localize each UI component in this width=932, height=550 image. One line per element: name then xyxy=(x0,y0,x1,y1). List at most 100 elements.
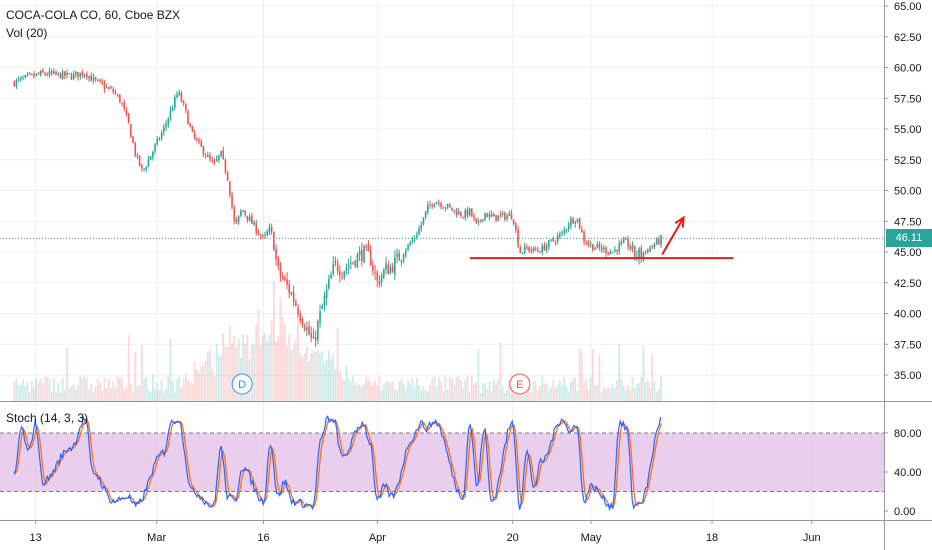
candle-body xyxy=(273,231,275,251)
candle-body xyxy=(319,310,321,323)
volume-bar xyxy=(475,381,478,401)
candle-body xyxy=(609,251,612,255)
volume-bar xyxy=(17,385,20,401)
candle-body xyxy=(396,253,398,257)
last-price-tag: 46.11 xyxy=(886,229,932,248)
candle-body xyxy=(246,215,249,220)
candle-body xyxy=(519,247,522,254)
candle-body xyxy=(345,267,348,271)
candle-body xyxy=(328,279,330,289)
candle-body xyxy=(486,213,489,218)
candle-body xyxy=(165,123,167,128)
volume-bar xyxy=(338,371,341,401)
volume-bar xyxy=(136,385,139,401)
volume-bar xyxy=(591,349,594,401)
candle-body xyxy=(411,240,414,242)
volume-bar xyxy=(371,386,374,401)
candle-body xyxy=(231,194,233,208)
candle-body xyxy=(633,245,636,257)
candle-body xyxy=(372,265,374,271)
candle-body xyxy=(121,102,123,104)
candle-body xyxy=(303,326,306,331)
volume-bar xyxy=(536,390,539,401)
candle-body xyxy=(376,271,379,281)
volume-bar xyxy=(259,345,262,401)
candle-body xyxy=(453,209,456,211)
volume-bar xyxy=(44,376,46,401)
candle-body xyxy=(123,102,126,109)
volume-bar xyxy=(578,347,581,401)
volume-bar xyxy=(600,391,603,401)
candle-body xyxy=(314,337,317,341)
volume-bar xyxy=(297,316,299,401)
candle-body xyxy=(521,252,524,254)
candle-body xyxy=(299,313,302,321)
candle-body xyxy=(363,245,365,263)
volume-bar xyxy=(59,392,62,401)
candle-body xyxy=(416,235,418,237)
volume-bar xyxy=(642,346,645,401)
candle-body xyxy=(552,238,555,241)
volume-bar xyxy=(459,380,462,401)
candle-body xyxy=(262,235,264,237)
volume-bar xyxy=(602,386,605,401)
candle-body xyxy=(28,73,31,75)
candle-body xyxy=(658,239,660,244)
candle-body xyxy=(169,110,172,119)
candle-body xyxy=(389,266,392,273)
candle-body xyxy=(394,257,396,275)
candle-body xyxy=(39,71,42,76)
candle-body xyxy=(226,172,229,181)
candle-body xyxy=(94,77,97,80)
volume-bar xyxy=(484,382,486,401)
volume-bar xyxy=(343,380,346,401)
volume-bar xyxy=(224,345,227,401)
volume-bar xyxy=(512,390,515,401)
volume-bar xyxy=(462,387,464,401)
candle-body xyxy=(224,159,227,173)
candle-body xyxy=(72,73,75,80)
volume-bar xyxy=(547,390,550,401)
candle-body xyxy=(97,79,99,81)
candle-body xyxy=(42,70,44,73)
symbol-title: COCA-COLA CO, 60, Cboe BZX xyxy=(6,8,181,22)
volume-bar xyxy=(279,297,282,401)
candle-body xyxy=(130,124,132,138)
candle-body xyxy=(292,292,295,302)
volume-bar xyxy=(292,344,295,401)
volume-bar xyxy=(420,390,423,401)
volume-bar xyxy=(114,387,117,401)
candle-body xyxy=(143,168,145,170)
volume-bar xyxy=(356,385,359,401)
volume-bar xyxy=(391,381,394,401)
candle-body xyxy=(180,93,183,102)
candle-body xyxy=(402,254,405,261)
candle-body xyxy=(651,246,654,248)
volume-bar xyxy=(303,352,306,401)
volume-bar xyxy=(19,384,22,401)
candle-body xyxy=(660,235,662,245)
candle-body xyxy=(158,138,161,140)
volume-bar xyxy=(354,382,357,401)
candle-body xyxy=(55,71,57,75)
candle-body xyxy=(134,142,137,156)
candle-body xyxy=(79,72,82,77)
volume-bar xyxy=(107,378,110,401)
candle-body xyxy=(409,242,412,245)
candle-body xyxy=(295,302,297,306)
volume-bar xyxy=(92,391,95,401)
candle-body xyxy=(350,263,352,265)
volume-bar xyxy=(367,378,370,401)
volume-bar xyxy=(479,392,482,401)
volume-bar xyxy=(103,377,106,401)
volume-bar xyxy=(396,390,398,401)
candle-body xyxy=(510,213,513,219)
volume-bar xyxy=(574,377,577,401)
candle-body xyxy=(330,274,332,279)
volume-bar xyxy=(61,377,64,401)
volume-bar xyxy=(539,385,541,401)
volume-bar xyxy=(618,344,621,401)
volume-bar xyxy=(349,381,352,401)
price-tick-label: 55.00 xyxy=(894,124,922,136)
